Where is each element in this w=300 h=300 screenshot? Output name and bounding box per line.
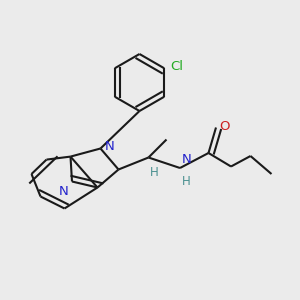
Text: N: N [182, 153, 191, 166]
Text: Cl: Cl [170, 60, 183, 73]
Text: N: N [104, 140, 114, 154]
Text: N: N [58, 185, 68, 198]
Text: H: H [150, 166, 159, 179]
Text: O: O [220, 119, 230, 133]
Text: H: H [182, 175, 190, 188]
